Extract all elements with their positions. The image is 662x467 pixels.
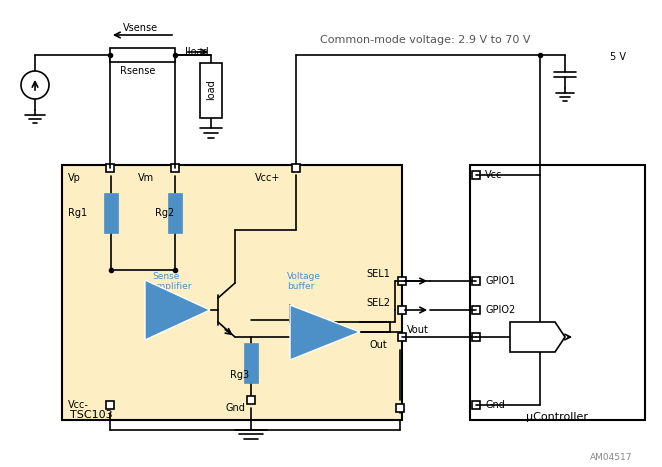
Bar [200, 63, 222, 118]
Text: μController: μController [526, 412, 588, 422]
Text: +: + [152, 313, 163, 326]
Text: SEL2: SEL2 [366, 298, 390, 308]
Text: Gnd: Gnd [225, 403, 245, 413]
Bar [472, 277, 480, 285]
Bar [106, 401, 114, 409]
Text: −: − [152, 289, 162, 302]
Polygon shape [290, 305, 360, 360]
Text: Sense
amplifier: Sense amplifier [152, 272, 193, 291]
Text: Rg2: Rg2 [155, 208, 174, 218]
Text: Vm: Vm [138, 173, 154, 183]
Bar [398, 277, 406, 285]
Text: Vout: Vout [407, 325, 429, 335]
Bar [398, 333, 406, 341]
Text: Iload: Iload [185, 47, 209, 57]
Text: Rsense: Rsense [120, 66, 156, 76]
Text: Vcc: Vcc [485, 170, 502, 180]
Bar [472, 333, 480, 341]
Text: K2: K2 [303, 327, 318, 337]
Bar [472, 171, 480, 179]
Bar [472, 401, 480, 409]
Text: GPIO2: GPIO2 [485, 305, 515, 315]
Bar [292, 164, 300, 172]
Text: ADC: ADC [520, 332, 540, 342]
Text: Common-mode voltage: 2.9 V to 70 V: Common-mode voltage: 2.9 V to 70 V [320, 35, 530, 45]
Bar [110, 48, 175, 62]
Bar [62, 165, 402, 420]
Bar [472, 306, 480, 314]
Text: Out: Out [370, 340, 388, 350]
Bar [244, 343, 258, 383]
Circle shape [21, 71, 49, 99]
Text: Vp: Vp [68, 173, 81, 183]
Text: Vcc-: Vcc- [68, 400, 89, 410]
Text: Vsense: Vsense [122, 23, 158, 33]
Polygon shape [510, 322, 565, 352]
Text: Rg1: Rg1 [68, 208, 87, 218]
Bar [171, 164, 179, 172]
Text: load: load [206, 80, 216, 100]
Text: TSC103: TSC103 [70, 410, 113, 420]
Text: AM04517: AM04517 [590, 453, 632, 462]
Text: Gnd: Gnd [485, 400, 505, 410]
Polygon shape [145, 280, 210, 340]
Text: SEL1: SEL1 [366, 269, 390, 279]
Bar [247, 396, 255, 404]
Bar [104, 193, 118, 233]
Bar [396, 404, 404, 412]
Bar [106, 164, 114, 172]
Bar [470, 165, 645, 420]
Text: GPIO1: GPIO1 [485, 276, 515, 286]
Text: Rg3: Rg3 [230, 370, 249, 380]
Text: 5 V: 5 V [610, 52, 626, 62]
Bar [398, 306, 406, 314]
Text: Voltage
buffer: Voltage buffer [287, 272, 321, 291]
Text: Vcc+: Vcc+ [255, 173, 281, 183]
Bar [168, 193, 182, 233]
